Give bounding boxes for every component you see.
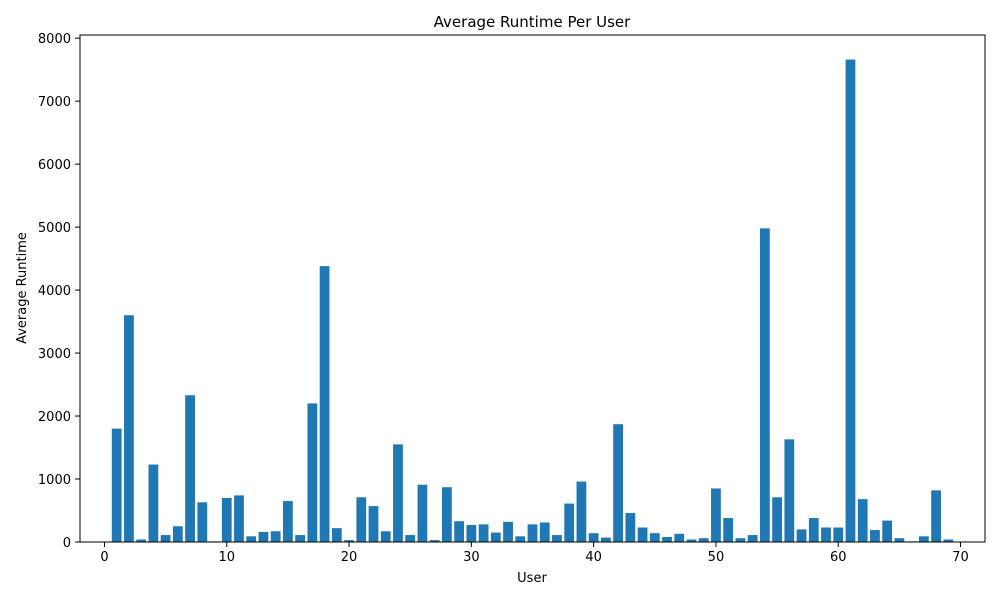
bar-user-30 [466,525,477,542]
bar-user-51 [723,518,734,542]
bar-user-40 [588,533,599,542]
bar-user-4 [148,464,159,542]
bar-user-7 [185,395,195,542]
bar-user-17 [307,403,318,542]
y-tick-label: 3000 [38,347,71,362]
bar-user-35 [527,524,538,542]
bar-user-8 [197,502,208,542]
y-tick-label: 0 [63,536,71,551]
bar-user-63 [870,530,880,542]
bar-user-52 [735,538,746,542]
bars-group [111,59,954,543]
bar-user-54 [759,228,770,542]
bar-user-6 [172,526,183,542]
x-tick-label: 20 [341,550,358,565]
bar-user-3 [136,539,147,542]
x-axis: 0 10 20 30 40 50 60 70 [100,542,969,565]
bar-user-47 [674,533,685,542]
bar-user-65 [894,538,905,542]
bar-user-42 [613,424,623,542]
x-tick-label: 30 [463,550,480,565]
bar-user-55 [772,497,782,542]
bar-user-60 [833,527,844,542]
chart-title: Average Runtime Per User [434,13,631,31]
bar-user-12 [246,536,257,542]
y-axis: 0 1000 2000 3000 4000 5000 6000 7000 8000 [38,32,80,551]
bar-user-46 [662,536,672,542]
y-tick-label: 2000 [38,410,71,425]
bar-user-29 [454,521,465,542]
bar-user-37 [552,535,562,542]
bar-user-59 [821,527,831,542]
bar-user-45 [649,533,660,542]
y-tick-label: 1000 [38,473,71,488]
x-axis-title: User [517,571,547,586]
bar-user-28 [442,487,452,542]
bar-user-2 [124,315,134,542]
y-tick-label: 5000 [38,221,71,236]
bar-user-56 [784,439,795,542]
bar-user-50 [711,488,721,542]
bar-user-67 [918,536,929,542]
bar-user-49 [698,538,709,542]
y-tick-label: 4000 [38,284,71,299]
bar-user-26 [417,484,428,542]
bar-user-32 [490,532,501,542]
bar-user-33 [503,521,513,542]
bar-user-14 [270,531,281,542]
plot-frame [79,34,986,543]
bar-user-31 [478,524,489,542]
bar-user-57 [796,529,807,542]
bar-user-64 [882,520,893,542]
bar-user-48 [686,539,697,542]
bar-user-19 [331,528,342,542]
bar-user-36 [539,522,550,542]
bar-user-24 [393,444,403,542]
bar-user-15 [283,501,293,542]
bar-user-39 [576,481,587,542]
bar-user-25 [405,535,416,542]
bar-user-58 [808,518,819,542]
bar-user-38 [564,503,575,542]
bar-user-1 [111,428,122,542]
bar-user-43 [625,513,636,542]
bar-user-53 [747,535,758,542]
x-tick-label: 0 [100,550,108,565]
bar-user-20 [344,540,354,542]
x-tick-label: 60 [830,550,847,565]
bar-user-23 [380,531,391,542]
bar-user-13 [258,531,269,542]
bar-user-69 [943,539,954,542]
bar-user-41 [600,537,611,542]
bar-user-68 [931,490,941,542]
bar-user-34 [515,536,526,542]
x-tick-label: 40 [585,550,602,565]
bar-user-5 [160,535,171,542]
bar-user-62 [857,499,868,542]
bar-user-10 [221,497,232,542]
bar-user-61 [845,59,856,543]
x-tick-label: 50 [708,550,725,565]
bar-user-16 [295,535,306,542]
bar-user-44 [637,527,648,542]
y-axis-title: Average Runtime [15,232,30,344]
y-tick-label: 8000 [38,32,71,47]
x-tick-label: 70 [952,550,969,565]
bar-user-18 [319,266,330,542]
y-tick-label: 7000 [38,95,71,110]
x-tick-label: 10 [218,550,235,565]
bar-user-22 [368,506,379,542]
bar-user-27 [429,540,440,542]
y-tick-label: 6000 [38,158,71,173]
bar-user-11 [234,495,244,542]
bar-user-21 [356,497,367,542]
